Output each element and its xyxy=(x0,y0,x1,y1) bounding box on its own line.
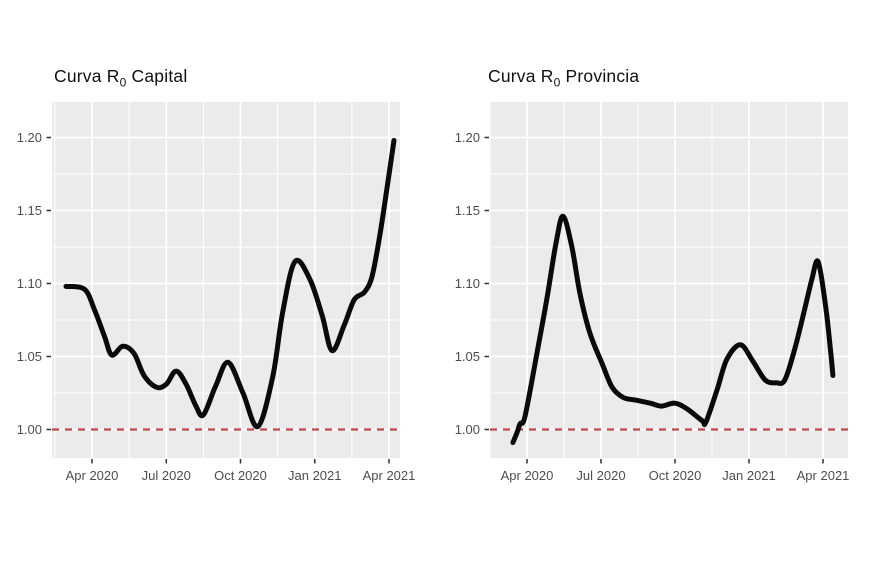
x-tick-label: Oct 2020 xyxy=(214,468,267,483)
x-tick-label: Jan 2021 xyxy=(722,468,776,483)
x-tick-label: Jan 2021 xyxy=(288,468,342,483)
title-text: Provincia xyxy=(560,66,640,86)
y-tick-label: 1.05 xyxy=(454,349,480,364)
x-tick-label: Jul 2020 xyxy=(576,468,626,483)
minor-gridlines xyxy=(52,102,400,458)
y-tick-label: 1.20 xyxy=(454,130,480,145)
title-subscript: 0 xyxy=(553,75,561,90)
chart-title-capital: Curva R0 Capital xyxy=(54,66,187,90)
y-tick-label: 1.15 xyxy=(16,203,42,218)
r0-curve-capital xyxy=(63,137,397,430)
axis-tick-marks xyxy=(484,136,824,464)
x-tick-label: Oct 2020 xyxy=(648,468,702,483)
r0-curve-provincia xyxy=(510,213,836,446)
panel-capital xyxy=(46,102,400,464)
y-tick-label: 1.00 xyxy=(454,422,480,437)
chart-title-provincia: Curva R0 Provincia xyxy=(488,66,639,90)
x-tick-label: Apr 2021 xyxy=(362,468,416,483)
x-tick-label: Apr 2021 xyxy=(796,468,850,483)
y-tick-label: 1.15 xyxy=(454,203,480,218)
title-text: Capital xyxy=(126,66,188,86)
plot-area-capital xyxy=(52,102,400,458)
title-subscript: 0 xyxy=(119,75,127,90)
y-tick-label: 1.05 xyxy=(16,349,42,364)
x-tick-label: Apr 2020 xyxy=(65,468,119,483)
y-tick-label: 1.00 xyxy=(16,422,42,437)
title-text: Curva R xyxy=(488,66,554,86)
y-tick-label: 1.20 xyxy=(16,130,42,145)
panel-provincia xyxy=(484,102,848,464)
x-tick-label: Jul 2020 xyxy=(141,468,191,483)
axis-tick-marks xyxy=(46,136,390,464)
y-tick-label: 1.10 xyxy=(16,276,42,291)
x-tick-label: Apr 2020 xyxy=(500,468,554,483)
y-tick-label: 1.10 xyxy=(454,276,480,291)
title-text: Curva R xyxy=(54,66,120,86)
